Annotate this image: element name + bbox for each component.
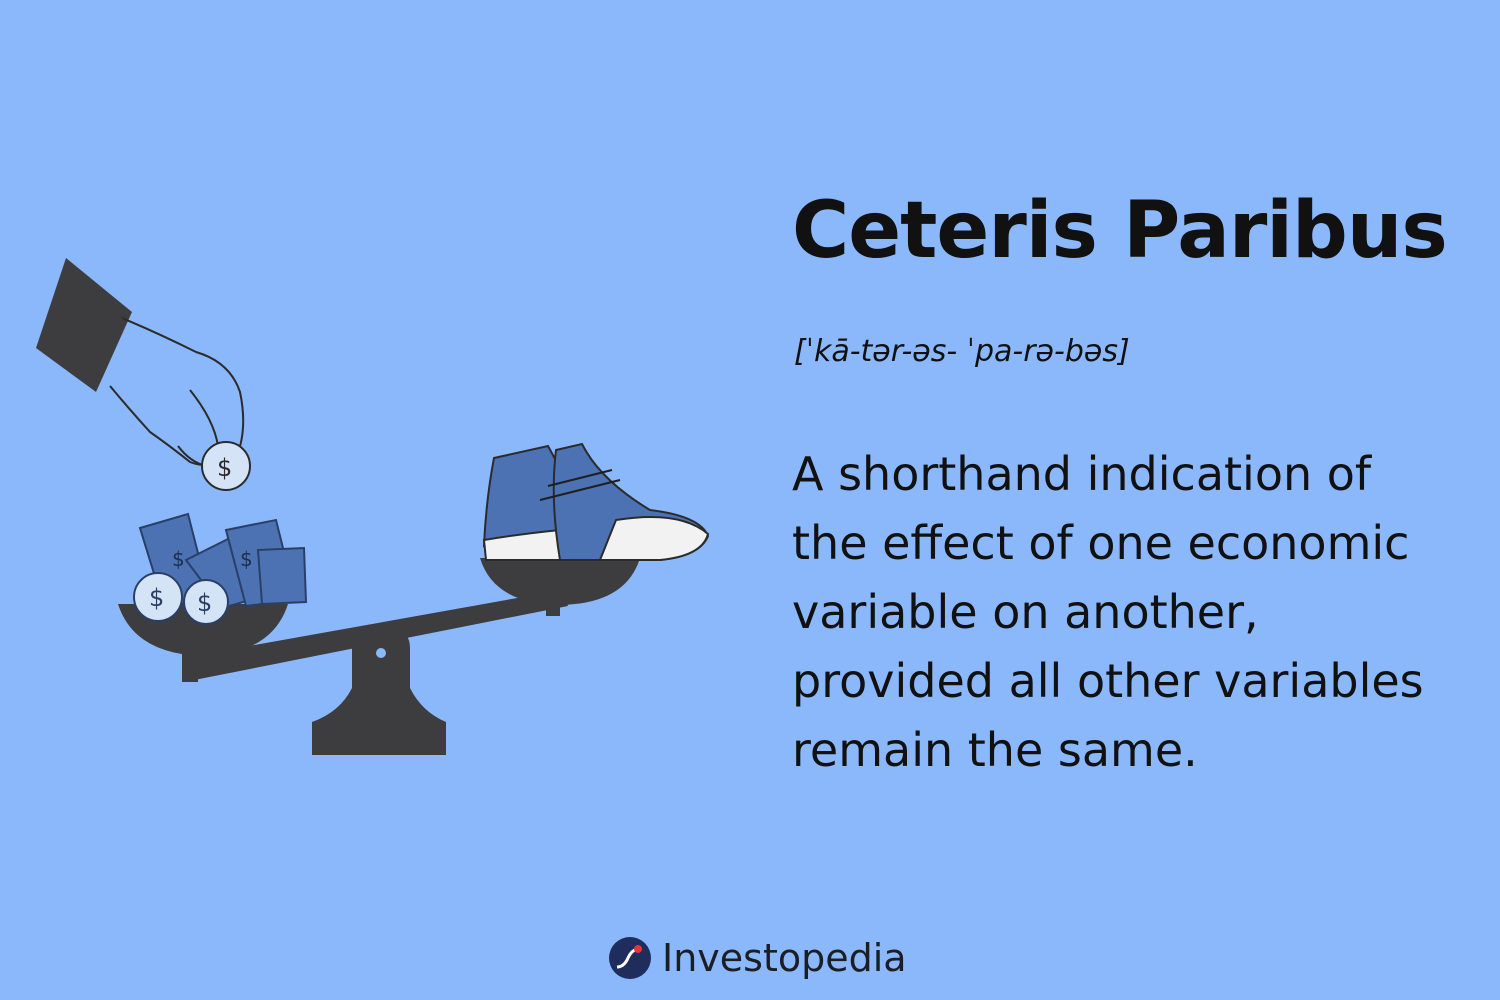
definition-line: the effect of one economic [792,516,1410,570]
definition-line: A shorthand indication of [792,447,1372,501]
pronunciation: [ˈkā-tər-əs- ˈpa-rə-bəs] [794,334,1130,369]
scale-icon [118,558,640,755]
sneaker-icon [482,442,710,561]
svg-text:$: $ [172,547,185,571]
coin-icon: $ $ [133,572,229,625]
page-title: Ceteris Paribus [792,186,1448,276]
definition-line: remain the same. [792,723,1198,777]
svg-text:$: $ [217,454,232,482]
definition-line: provided all other variables [792,654,1424,708]
definition-line: variable on another, [792,585,1259,639]
scale-illustration: $ $ $ $ $ [36,258,710,755]
svg-text:$: $ [240,547,253,571]
investopedia-logo-icon [609,937,651,979]
hand-icon: $ [36,258,251,491]
brand-logo: Investopedia [608,930,907,986]
brand-name: Investopedia [662,936,907,980]
definition-text: A shorthand indication of the effect of … [792,440,1482,785]
svg-text:$: $ [149,584,164,612]
svg-text:$: $ [197,589,212,617]
